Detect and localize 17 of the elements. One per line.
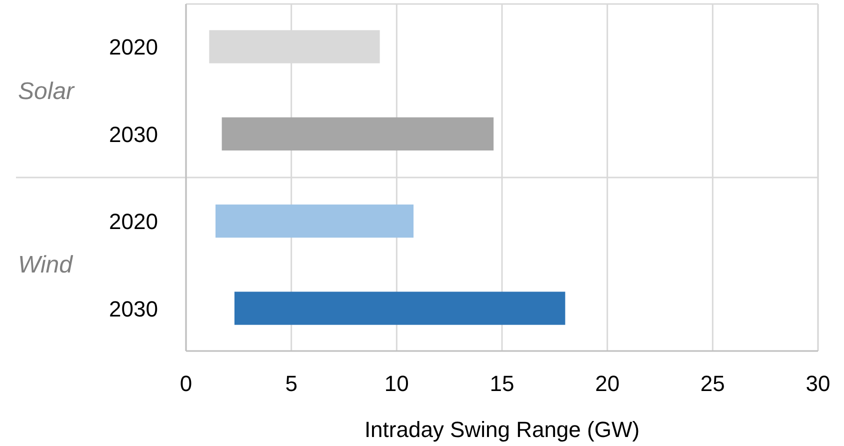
y-tick-label: 2020	[109, 34, 158, 60]
y-tick-label: 2020	[109, 209, 158, 234]
text: Solar	[18, 78, 76, 105]
x-tick-label: 30	[806, 371, 830, 396]
x-axis-title: Intraday Swing Range (GW)	[364, 417, 640, 442]
x-tick-label: 10	[384, 371, 409, 396]
bar	[234, 292, 566, 325]
y-tick-label: 2030	[109, 296, 158, 322]
x-tick-label: 20	[595, 371, 620, 396]
x-tick-label: 5	[285, 371, 298, 396]
x-tick-label: 15	[490, 371, 514, 396]
x-tick-label: 25	[700, 371, 725, 396]
bar	[215, 204, 414, 238]
text: Wind	[18, 251, 74, 278]
bar	[222, 117, 494, 150]
y-tick-label: 2030	[109, 122, 158, 147]
x-tick-label: 0	[180, 371, 192, 396]
